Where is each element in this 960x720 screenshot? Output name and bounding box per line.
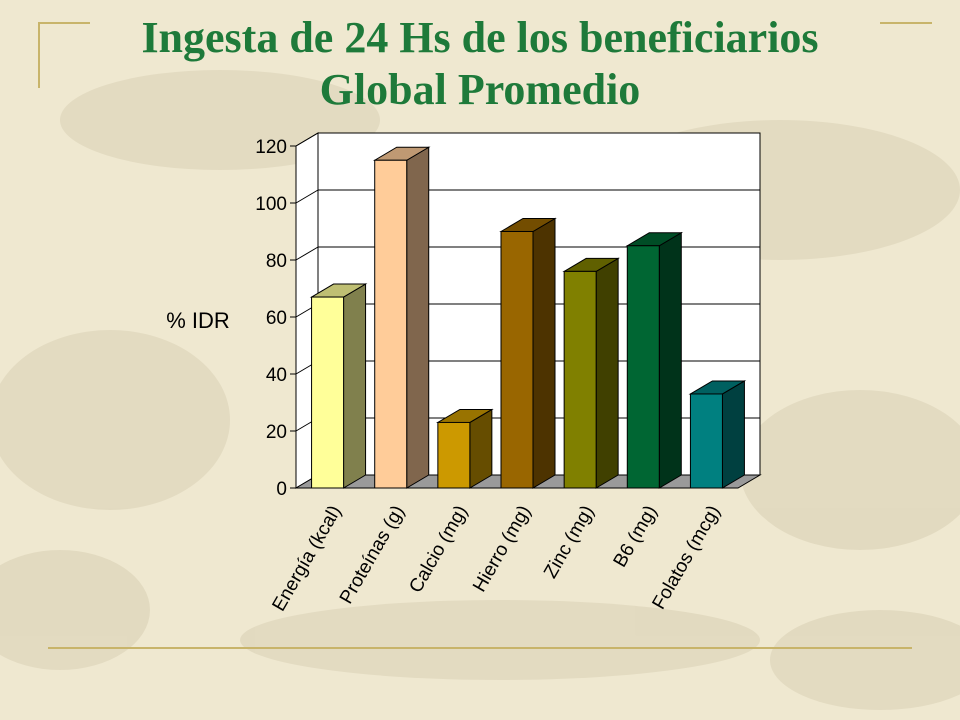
y-tick-label: 0	[276, 479, 287, 500]
bar-side-4	[532, 217, 556, 489]
bar-7	[689, 393, 723, 489]
x-tick-label-2: Proteínas (g)	[336, 502, 409, 608]
bar-6	[626, 245, 660, 489]
x-tick-label-3: Calcio (mg)	[405, 502, 472, 597]
x-tick-label-1: Energía (kcal)	[269, 502, 346, 615]
slide-title-line-1: Ingesta de 24 Hs de los beneficiarios	[141, 13, 819, 62]
bar-side-2	[406, 146, 430, 489]
bar-3	[437, 421, 471, 489]
gridline-side	[295, 132, 319, 147]
frame-line-left	[38, 22, 40, 88]
bar-side-6	[658, 231, 682, 489]
x-tick-label-7: Folatos (mcg)	[649, 502, 725, 613]
bar-side-3	[469, 408, 493, 489]
gridline-side	[295, 189, 319, 204]
y-tick-label: 100	[255, 194, 287, 215]
y-axis-label: % IDR	[166, 308, 230, 333]
x-tick-label-6: B6 (mg)	[610, 502, 662, 571]
bar-1	[311, 296, 345, 489]
slide-title-line-2: Global Promedio	[319, 65, 641, 114]
y-tick-label: 120	[255, 137, 287, 158]
slide-title: Ingesta de 24 Hs de los beneficiarios Gl…	[0, 12, 960, 116]
x-tick-label-4: Hierro (mg)	[469, 502, 535, 596]
frame-line-top-right	[880, 22, 932, 24]
y-tick-label: 40	[266, 365, 287, 386]
y-tick-label: 80	[266, 251, 287, 272]
y-tick-label: 60	[266, 308, 287, 329]
gridline-side	[295, 246, 319, 261]
bar-side-7	[721, 380, 745, 489]
bar-side-1	[343, 283, 367, 489]
frame-line-bottom	[48, 647, 912, 649]
bar-side-5	[595, 257, 619, 489]
y-tick-label: 20	[266, 422, 287, 443]
x-tick-label-5: Zinc (mg)	[540, 502, 598, 582]
frame-line-top-left	[38, 22, 90, 24]
bar-5	[563, 270, 597, 489]
bar-4	[500, 231, 534, 489]
bar-2	[374, 159, 408, 489]
